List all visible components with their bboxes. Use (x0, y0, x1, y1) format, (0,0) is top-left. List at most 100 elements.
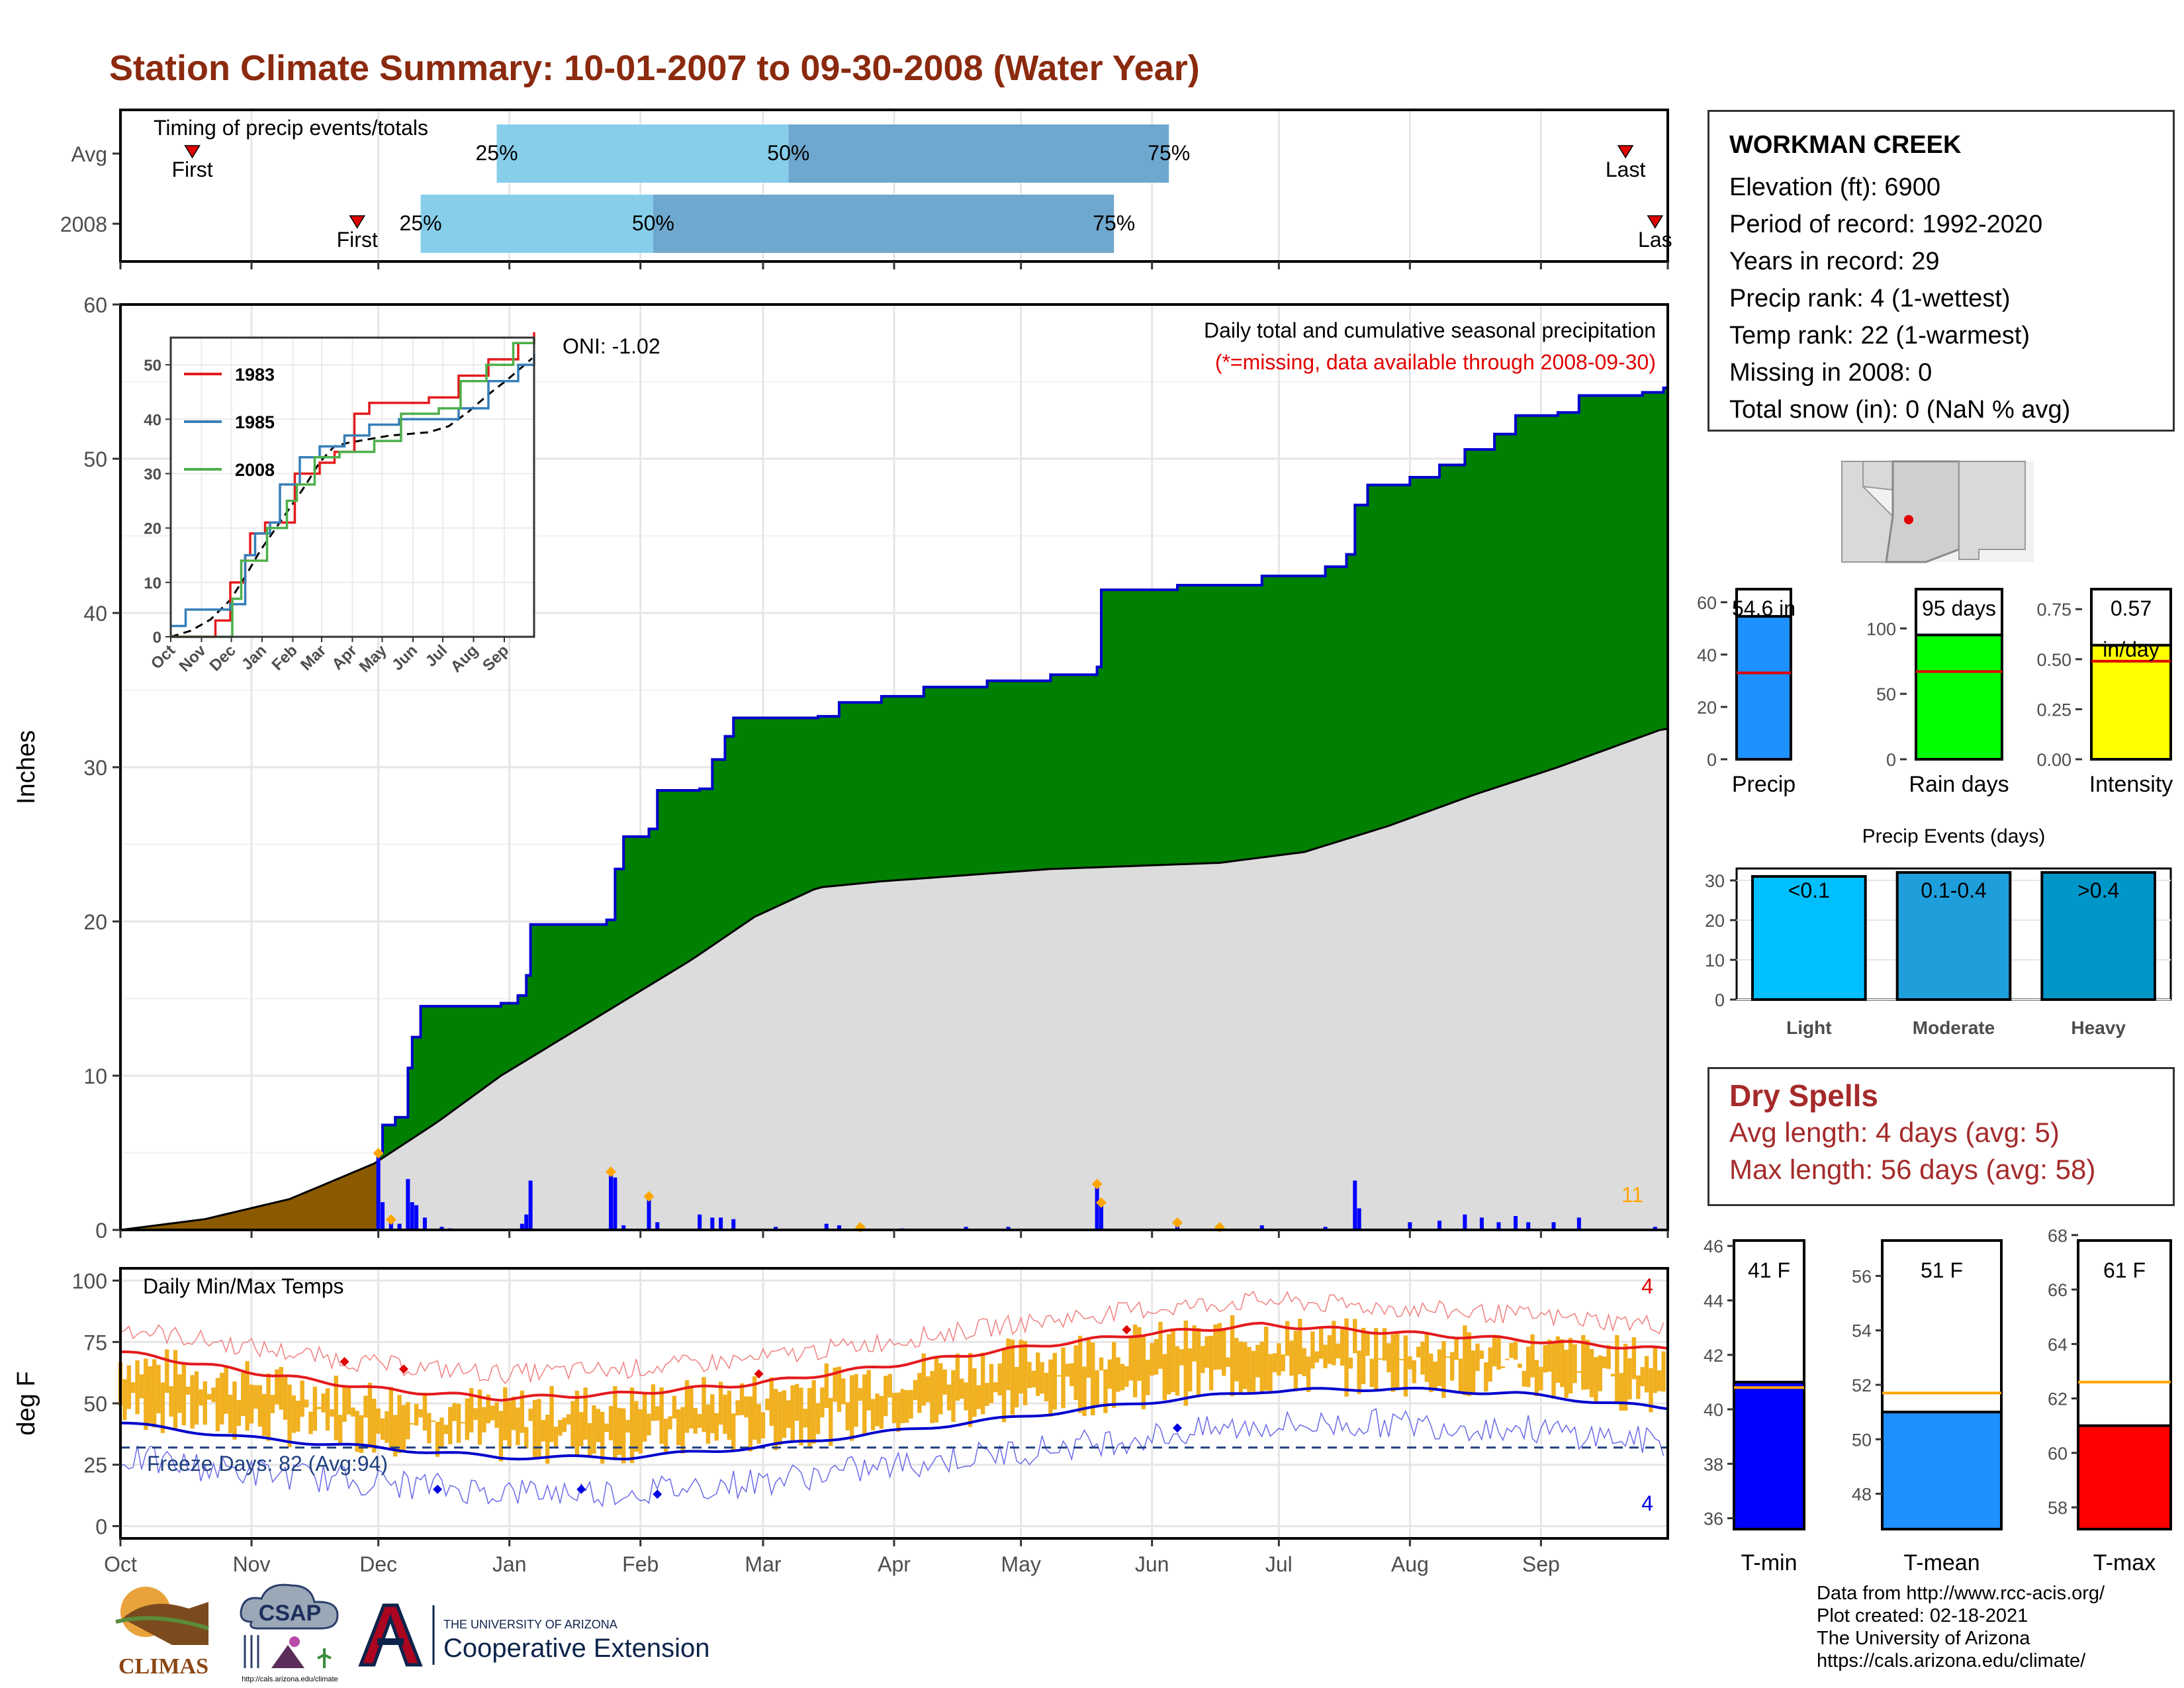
csap-logo: CSAP http://cals.arizona.edu/climate (240, 1583, 339, 1683)
daily-temp-bar (1394, 1332, 1400, 1389)
daily-temp-bar (862, 1374, 867, 1436)
events-bar-moderate (1895, 871, 2012, 1001)
map-arizona (1885, 460, 1960, 563)
daily-temp-bar (330, 1409, 334, 1417)
svg-text:THE UNIVERSITY OF ARIZONA: THE UNIVERSITY OF ARIZONA (443, 1618, 617, 1631)
daily-precip-bar (655, 1222, 660, 1230)
daily-temp-bar (461, 1422, 465, 1424)
daily-temp-bar (1585, 1340, 1590, 1389)
missing-marker (1091, 1178, 1103, 1190)
daily-temp-bar (393, 1415, 398, 1457)
daily-temp-bar (486, 1394, 490, 1424)
daily-temp-bar (1445, 1356, 1451, 1358)
daily-temp-bar (443, 1425, 449, 1434)
timing-first-marker (349, 215, 366, 229)
record-high-marker (1122, 1325, 1132, 1335)
daily-temp-bar (663, 1419, 668, 1453)
daily-temp-bar (1196, 1328, 1201, 1395)
daily-temp-bar (376, 1408, 381, 1434)
daily-temp-bar (275, 1369, 279, 1405)
inset-legend-label: 1985 (235, 412, 275, 432)
temp-total-value-label: 61 F (2103, 1258, 2146, 1282)
daily-temp-bar (135, 1360, 140, 1415)
daily-temp-bar (964, 1382, 968, 1411)
daily-temp-bar (1657, 1370, 1662, 1391)
daily-temp-bar (1564, 1350, 1569, 1398)
daily-temp-bar (169, 1386, 173, 1417)
dry-spells-box: Dry Spells Avg length: 4 days (avg: 5) M… (1707, 1067, 2175, 1206)
daily-temp-bar (1217, 1323, 1222, 1370)
daily-temp-bar (689, 1385, 694, 1429)
daily-temp-bar (968, 1352, 973, 1427)
daily-temp-bar (1006, 1338, 1011, 1391)
daily-temp-bar (1154, 1338, 1159, 1375)
station-location-marker (1904, 515, 1913, 524)
daily-temp-bar (1525, 1346, 1531, 1387)
daily-temp-bar (1213, 1324, 1218, 1370)
daily-temp-bar (1192, 1325, 1197, 1362)
daily-temp-bar (951, 1370, 956, 1423)
daily-temp-bar (1187, 1348, 1193, 1392)
daily-temp-bar (972, 1368, 977, 1417)
daily-temp-bar (385, 1411, 389, 1443)
freeze-days-label: Freeze Days: 82 (Avg:94) (147, 1452, 388, 1476)
daily-temp-bar (960, 1378, 964, 1399)
temp-total-ytick-label: 52 (1852, 1376, 1872, 1395)
daily-temp-bar (1518, 1363, 1522, 1368)
dry-spells-avg: Avg length: 4 days (avg: 5) (1729, 1117, 2060, 1148)
daily-temp-bar (735, 1400, 740, 1416)
daily-temp-bar (139, 1374, 144, 1399)
daily-temp-bar (144, 1358, 148, 1430)
daily-temp-bar (710, 1394, 715, 1433)
daily-temp-bar (308, 1411, 313, 1434)
daily-temp-bar (507, 1401, 512, 1448)
daily-temp-bar (1073, 1345, 1078, 1401)
daily-temp-bar (642, 1391, 647, 1442)
daily-temp-bar (723, 1394, 727, 1434)
daily-temp-bar (1555, 1336, 1561, 1383)
total-ytick-label: 0 (1707, 750, 1717, 770)
daily-temp-bar (261, 1393, 267, 1436)
daily-temp-bar (1399, 1358, 1404, 1361)
daily-temp-bar (993, 1382, 998, 1393)
daily-temp-bar (410, 1423, 414, 1425)
events-category-label: Heavy (2071, 1017, 2126, 1038)
daily-temp-bar (1251, 1350, 1256, 1392)
precip-ytick-label: 10 (83, 1064, 107, 1088)
events-ytick-label: 20 (1705, 911, 1725, 931)
daily-temp-bar (1082, 1366, 1087, 1417)
temps-xtick-label: Sep (1522, 1552, 1560, 1576)
daily-temp-bar (1056, 1375, 1062, 1377)
daily-temp-bar (1653, 1346, 1658, 1393)
daily-temp-bar (574, 1390, 580, 1457)
inset-ytick-label: 40 (144, 411, 161, 429)
inset-ytick-label: 20 (144, 520, 161, 538)
daily-temp-bar (1374, 1328, 1379, 1391)
svg-text:Cooperative Extension: Cooperative Extension (443, 1634, 709, 1663)
daily-temp-bar (1336, 1343, 1340, 1358)
daily-precip-bar (774, 1227, 778, 1230)
station-missing: Missing in 2008: 0 (1729, 359, 1933, 387)
daily-temp-bar (828, 1397, 833, 1446)
daily-temp-bar (1631, 1337, 1637, 1380)
daily-temp-bar (1263, 1327, 1269, 1391)
daily-precip-bar (698, 1214, 702, 1230)
daily-temp-bar (684, 1380, 690, 1433)
daily-temp-bar (206, 1393, 212, 1400)
daily-temp-bar (241, 1372, 246, 1417)
precip-ytick-label: 30 (83, 756, 107, 780)
daily-temp-bar (870, 1399, 876, 1430)
daily-temp-bar (1594, 1357, 1598, 1401)
daily-temp-bar (1420, 1341, 1425, 1375)
daily-temp-bar (1044, 1372, 1049, 1401)
daily-temp-bar (1035, 1352, 1040, 1396)
daily-temp-bar (220, 1372, 224, 1425)
daily-temp-bar (579, 1412, 584, 1446)
daily-temp-bar (1086, 1338, 1091, 1378)
events-ytick-label: 30 (1705, 871, 1725, 891)
daily-temp-bar (152, 1359, 157, 1428)
daily-temp-bar (782, 1390, 787, 1438)
daily-temp-bar (1095, 1370, 1099, 1407)
timing-bar-q25-q50 (420, 195, 653, 253)
